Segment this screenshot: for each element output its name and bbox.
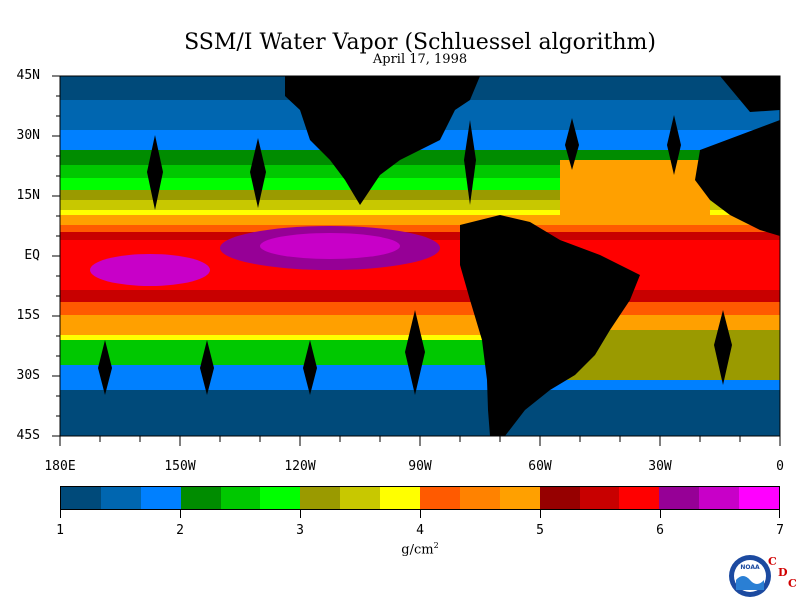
lat-label-15s: 15S	[16, 308, 40, 323]
cdc-letter-1: C	[768, 555, 777, 568]
cdc-letter-2: D	[778, 566, 788, 579]
colorbar-segment	[61, 487, 101, 509]
colorbar-label-1: 1	[56, 523, 64, 538]
colorbar-segment	[539, 487, 580, 509]
missing-swath-gaps	[98, 115, 732, 395]
colorbar-segment	[300, 487, 341, 509]
lon-label-120w: 120W	[284, 459, 316, 474]
colorbar-label-2: 2	[176, 523, 184, 538]
colorbar-segment	[459, 487, 500, 509]
colorbar-segment	[380, 487, 421, 509]
colorbar-label-4: 4	[416, 523, 424, 538]
south-america-land	[460, 215, 640, 436]
colorbar-segment	[739, 487, 780, 509]
north-atlantic-land	[720, 76, 780, 112]
lat-label-30n: 30N	[16, 128, 40, 143]
colorbar-units: g/cm2	[380, 541, 460, 557]
lon-ticks	[59, 436, 781, 446]
colorbar-label-6: 6	[656, 523, 664, 538]
colorbar-segment	[140, 487, 181, 509]
lat-label-30s: 30S	[16, 368, 40, 383]
lon-label-150w: 150W	[164, 459, 196, 474]
lat-ticks	[52, 75, 60, 437]
noaa-logo: NOAA	[729, 555, 771, 597]
colorbar-label-5: 5	[536, 523, 544, 538]
colorbar-segment	[180, 487, 221, 509]
colorbar-label-3: 3	[296, 523, 304, 538]
lat-label-45s: 45S	[16, 428, 40, 443]
map-plot-area	[60, 76, 780, 436]
lat-label-eq: EQ	[24, 248, 40, 263]
colorbar-segment	[220, 487, 261, 509]
lon-label-180e: 180E	[44, 459, 76, 474]
north-america-land	[285, 76, 480, 205]
africa-land	[695, 120, 780, 236]
cdc-letter-3: C	[788, 577, 797, 590]
cdc-logo: C D C	[768, 556, 797, 589]
chart-date: April 17, 1998	[372, 52, 468, 67]
colorbar-segment	[340, 487, 381, 509]
colorbar	[60, 486, 780, 510]
lon-label-30w: 30W	[648, 459, 672, 474]
colorbar-segment	[499, 487, 540, 509]
colorbar-segment	[420, 487, 460, 509]
lon-label-0: 0	[776, 459, 784, 474]
lat-label-15n: 15N	[16, 188, 40, 203]
lon-label-60w: 60W	[528, 459, 552, 474]
colorbar-segment	[100, 487, 141, 509]
colorbar-segment	[659, 487, 700, 509]
units-exponent: 2	[433, 541, 439, 550]
units-text: g/cm	[401, 542, 434, 558]
chart-title: SSM/I Water Vapor (Schluessel algorithm)	[184, 30, 656, 55]
colorbar-segment	[579, 487, 620, 509]
lon-label-90w: 90W	[408, 459, 432, 474]
colorbar-segment	[699, 487, 740, 509]
lat-label-45n: 45N	[16, 68, 40, 83]
colorbar-label-7: 7	[776, 523, 784, 538]
colorbar-segment	[260, 487, 301, 509]
colorbar-segment	[619, 487, 660, 509]
noaa-logo-text: NOAA	[740, 564, 760, 571]
